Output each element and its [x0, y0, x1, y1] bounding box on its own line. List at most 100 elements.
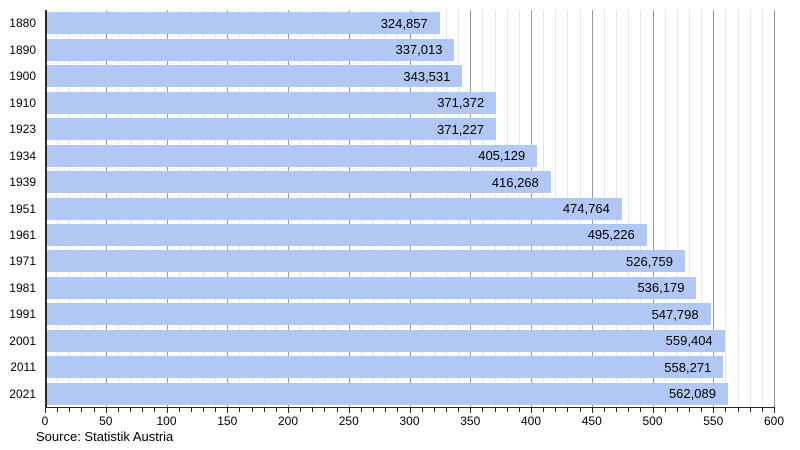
minor-gridline: [676, 10, 678, 407]
x-axis-tick-label-150: 150: [217, 414, 238, 428]
bar-1890: 337,013: [45, 38, 455, 61]
x-minor-tick: [81, 408, 83, 412]
x-axis-tick-label-200: 200: [277, 414, 299, 428]
minor-gridline: [628, 10, 630, 407]
x-minor-tick: [676, 408, 678, 412]
bar-value-label: 558,271: [664, 359, 712, 375]
x-axis-tick-label-550: 550: [703, 414, 724, 428]
x-minor-tick: [324, 408, 326, 412]
y-axis-label-1890: 1890: [9, 42, 36, 57]
x-minor-tick: [142, 408, 144, 412]
y-axis-labels: 1880 1890 1900 1910 1923 1934 1939 1951 1961 1971…: [0, 10, 36, 407]
x-minor-tick: [373, 408, 375, 412]
x-minor-tick: [725, 408, 727, 412]
minor-gridline: [749, 10, 751, 407]
x-major-tick: [288, 408, 289, 413]
x-minor-tick: [130, 408, 132, 412]
x-minor-tick: [433, 408, 435, 412]
x-minor-tick: [737, 408, 739, 412]
x-major-tick: [774, 408, 775, 413]
plot-area: 324,857 337,013 343,531 371,372 371,227 405,1…: [45, 10, 775, 407]
x-major-tick: [470, 408, 472, 413]
x-minor-tick: [688, 408, 690, 412]
y-axis-label-1934: 1934: [9, 148, 36, 163]
bar-value-label: 343,531: [403, 68, 451, 84]
x-minor-tick: [761, 408, 763, 412]
x-minor-tick: [628, 408, 630, 412]
x-axis-tick-label-100: 100: [156, 414, 177, 428]
x-minor-tick: [458, 408, 460, 412]
x-axis-tick-label-400: 400: [520, 414, 542, 428]
x-axis-tick-label-250: 250: [338, 414, 359, 428]
y-axis-label-2021: 2021: [9, 386, 36, 401]
x-minor-tick: [506, 408, 508, 412]
bar-value-label: 371,227: [437, 121, 485, 137]
major-gridline: [652, 10, 654, 407]
x-major-tick: [591, 408, 593, 413]
bar-1880: 324,857: [45, 12, 440, 35]
bar-2021: 562,089: [45, 382, 728, 405]
x-major-tick: [531, 408, 532, 413]
y-axis-label-1910: 1910: [9, 95, 36, 110]
bar-1910: 371,372: [45, 91, 497, 114]
bar-value-label: 562,089: [668, 386, 716, 402]
x-minor-tick: [518, 408, 520, 412]
bar-1923: 371,227: [45, 118, 497, 141]
x-major-tick: [409, 408, 411, 413]
bar-value-label: 337,013: [395, 42, 443, 58]
x-minor-tick: [603, 408, 605, 412]
y-axis-line: [45, 10, 47, 408]
x-minor-tick: [117, 408, 119, 412]
x-minor-tick: [336, 408, 338, 412]
bar-value-label: 324,857: [380, 15, 428, 31]
x-minor-tick: [749, 408, 751, 412]
y-axis-label-1939: 1939: [9, 175, 36, 190]
x-minor-tick: [494, 408, 496, 412]
minor-gridline: [688, 10, 690, 407]
y-axis-label-1880: 1880: [9, 16, 36, 31]
x-minor-tick: [202, 408, 204, 412]
bar-1934: 405,129: [45, 144, 538, 167]
bar-1971: 526,759: [45, 250, 685, 273]
minor-gridline: [701, 10, 703, 407]
bar-value-label: 371,372: [437, 95, 485, 111]
x-minor-tick: [555, 408, 557, 412]
x-minor-tick: [385, 408, 387, 412]
x-axis-tick-label-500: 500: [642, 414, 663, 428]
x-minor-tick: [263, 408, 265, 412]
x-minor-tick: [421, 408, 423, 412]
bar-value-label: 547,798: [651, 306, 699, 322]
bar-value-label: 474,764: [562, 201, 610, 216]
y-axis-label-1971: 1971: [9, 254, 36, 269]
x-axis-tick-label-0: 0: [41, 414, 49, 428]
bar-1961: 495,226: [45, 223, 647, 246]
bar-1981: 536,179: [45, 276, 697, 299]
x-minor-tick: [482, 408, 484, 412]
x-minor-tick: [239, 408, 241, 412]
x-minor-tick: [69, 408, 71, 412]
bar-value-label: 536,179: [637, 280, 685, 296]
major-gridline: [774, 10, 775, 407]
bar-1900: 343,531: [45, 65, 463, 88]
bar-1951: 474,764: [45, 197, 622, 220]
minor-gridline: [725, 10, 727, 407]
x-minor-tick: [616, 408, 618, 412]
x-major-tick: [713, 408, 715, 413]
x-minor-tick: [275, 408, 277, 412]
x-major-tick: [227, 408, 229, 413]
bar-value-label: 526,759: [626, 253, 673, 269]
x-minor-tick: [154, 408, 156, 412]
x-minor-tick: [567, 408, 569, 412]
bar-1991: 547,798: [45, 303, 711, 326]
source-caption: Source: Statistik Austria: [36, 429, 174, 444]
x-minor-tick: [57, 408, 59, 412]
x-minor-tick: [178, 408, 180, 412]
x-major-tick: [45, 408, 46, 413]
y-axis-label-1951: 1951: [9, 201, 36, 216]
x-minor-tick: [190, 408, 192, 412]
x-minor-tick: [312, 408, 314, 412]
y-axis-label-1900: 1900: [9, 69, 36, 84]
x-minor-tick: [543, 408, 545, 412]
bar-1939: 416,268: [45, 171, 551, 194]
